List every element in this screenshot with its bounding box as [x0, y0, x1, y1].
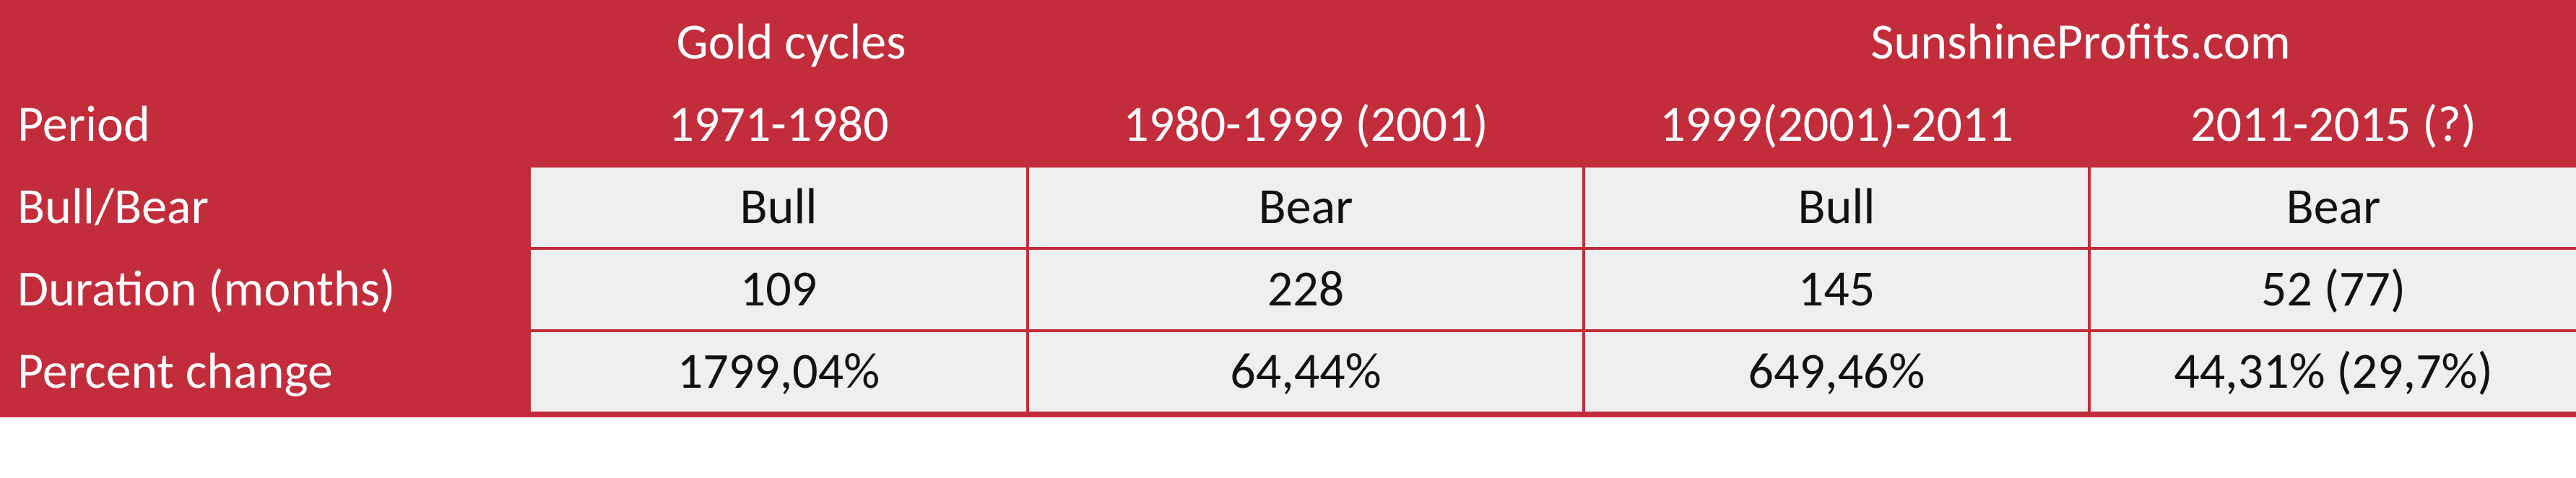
header-right: SunshineProfits.com [1584, 3, 2576, 84]
bullbear-col-3: Bull [1584, 166, 2089, 248]
period-col-1: 1971-1980 [529, 84, 1028, 166]
gold-cycles-table: Gold cycles SunshineProfits.com Period 1… [0, 0, 2576, 417]
pct-label: Percent change [0, 331, 529, 413]
period-col-3: 1999(2001)-2011 [1584, 84, 2089, 166]
bullbear-label: Bull/Bear [0, 166, 529, 248]
header-left: Gold cycles [0, 3, 1584, 84]
bullbear-col-4: Bear [2089, 166, 2576, 248]
pct-col-4: 44,31% (29,7%) [2089, 331, 2576, 413]
pct-row: Percent change 1799,04% 64,44% 649,46% 4… [0, 331, 2576, 413]
duration-row: Duration (months) 109 228 145 52 (77) [0, 248, 2576, 331]
pct-col-3: 649,46% [1584, 331, 2089, 413]
duration-col-2: 228 [1028, 248, 1584, 331]
duration-label: Duration (months) [0, 248, 529, 331]
bullbear-col-1: Bull [529, 166, 1028, 248]
bullbear-row: Bull/Bear Bull Bear Bull Bear [0, 166, 2576, 248]
table: Gold cycles SunshineProfits.com Period 1… [0, 3, 2576, 414]
period-row: Period 1971-1980 1980-1999 (2001) 1999(2… [0, 84, 2576, 166]
duration-col-4: 52 (77) [2089, 248, 2576, 331]
bullbear-col-2: Bear [1028, 166, 1584, 248]
period-col-4: 2011-2015 (?) [2089, 84, 2576, 166]
pct-col-2: 64,44% [1028, 331, 1584, 413]
duration-col-1: 109 [529, 248, 1028, 331]
pct-col-1: 1799,04% [529, 331, 1028, 413]
duration-col-3: 145 [1584, 248, 2089, 331]
header-row: Gold cycles SunshineProfits.com [0, 3, 2576, 84]
period-col-2: 1980-1999 (2001) [1028, 84, 1584, 166]
period-label: Period [0, 84, 529, 166]
